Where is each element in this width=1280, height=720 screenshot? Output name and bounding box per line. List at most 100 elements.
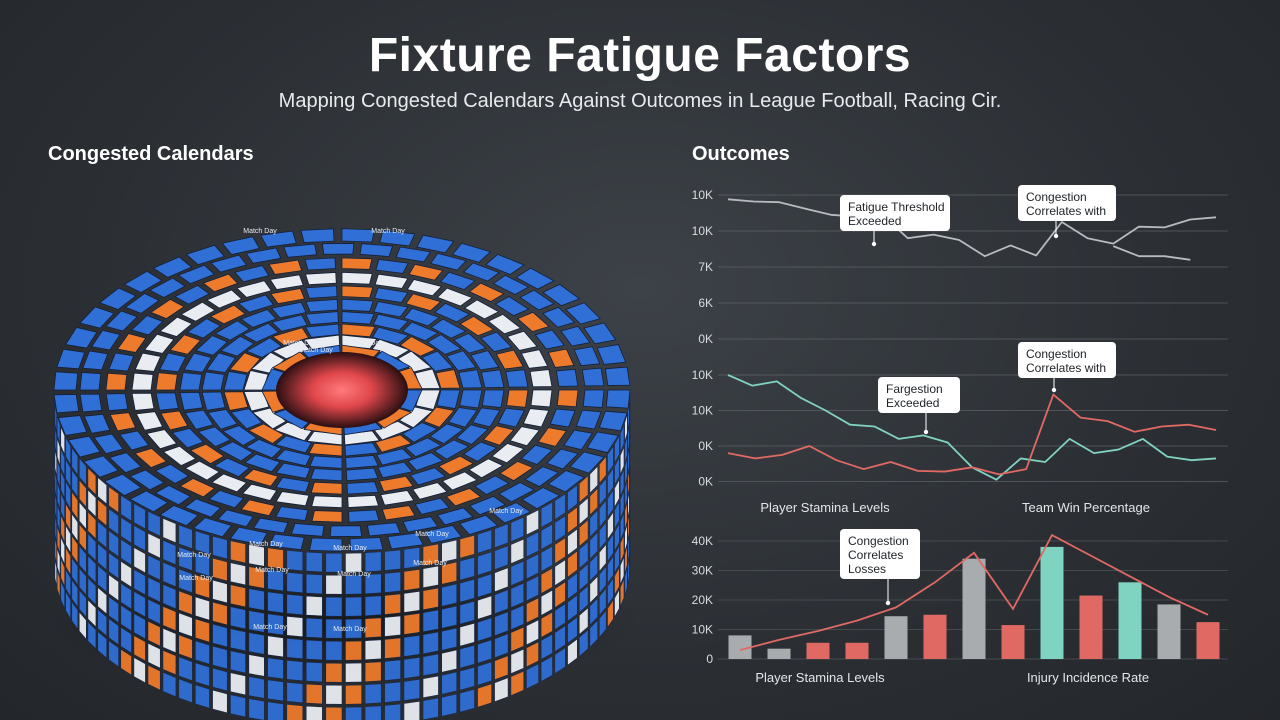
calendar-block-side (97, 542, 108, 571)
calendar-block (273, 421, 313, 442)
calendar-block-side (403, 612, 421, 635)
calendar-block-side (494, 545, 509, 571)
calendar-block-side (441, 627, 458, 651)
calendar-block (468, 282, 505, 302)
calendar-block-side (305, 639, 323, 661)
calendar-block-side (65, 568, 71, 599)
calendar-block-side (286, 637, 304, 660)
calendar-block-side (71, 446, 79, 477)
calendar-block (459, 315, 495, 337)
calendar-block (245, 337, 283, 358)
calendar-block (245, 247, 282, 264)
calendar-block (189, 443, 225, 465)
chart2-callout-2-text: Correlates with (1026, 361, 1106, 375)
calendar-block (480, 369, 505, 389)
calendar-block (521, 487, 561, 510)
calendar-block (269, 274, 304, 290)
calendar-block (509, 426, 541, 447)
calendar-block-side (627, 468, 630, 498)
calendar-block-side (78, 611, 87, 641)
calendar-block (308, 442, 343, 457)
calendar-block-side (614, 544, 620, 575)
calendar-block-side (589, 597, 599, 626)
calendar-block (441, 471, 478, 491)
calendar-block-side (147, 642, 161, 669)
calendar-block-side (526, 531, 539, 558)
calendar-block-side (422, 587, 439, 611)
calendar-block-side (230, 584, 246, 608)
calendar-block (377, 461, 414, 479)
calendar-block (560, 325, 591, 347)
calendar-block-side (60, 514, 65, 543)
calendar-block-side (619, 556, 625, 585)
calendar-block-side (60, 448, 65, 477)
calendar-block (401, 321, 439, 342)
chart3-bar (1079, 595, 1103, 659)
calendar-block-side (56, 525, 61, 554)
calendar-block (499, 460, 534, 482)
calendar-block (154, 485, 192, 506)
calendar-block (429, 423, 465, 445)
calendar-block-side (87, 621, 97, 650)
calendar-block (341, 271, 373, 285)
calendar-block (304, 323, 340, 338)
calendar-block-side (598, 499, 607, 529)
calendar-block-side (526, 575, 539, 602)
calendar-block (404, 437, 442, 458)
calendar-block-side (162, 649, 177, 676)
calendar-block-side (54, 470, 57, 500)
calendar-block (604, 366, 631, 386)
calendar-block (83, 413, 111, 434)
calendar-block (346, 481, 379, 495)
calendar-block (179, 391, 204, 411)
calendar-block (341, 285, 374, 299)
calendar-block-side (267, 613, 284, 636)
calendar-block (407, 452, 444, 471)
calendar-block (366, 522, 401, 537)
calendar-block (378, 475, 414, 492)
calendar-block-side (578, 475, 589, 504)
chart3-tick-label: 40K (692, 534, 713, 548)
calendar-block-side (567, 638, 578, 666)
calendar-block-side (71, 578, 79, 609)
calendar-block-side (325, 596, 343, 617)
calendar-block-side (384, 571, 401, 593)
calendar-block-side (133, 590, 146, 618)
calendar-block-side (567, 572, 578, 600)
calendar-block-side (60, 580, 65, 609)
calendar-block-side (60, 558, 65, 587)
calendar-block-side (56, 503, 61, 532)
calendar-block-side (589, 509, 599, 538)
calendar-block-side (614, 434, 620, 465)
calendar-block-side (607, 555, 614, 585)
calendar-block-side (477, 551, 492, 576)
calendar-block-side (305, 573, 323, 595)
calendar-block-side (624, 501, 628, 531)
calendar-block-side (540, 523, 553, 551)
calendar-block-side (267, 679, 284, 702)
calendar-block (159, 316, 193, 337)
calendar-block (524, 466, 560, 487)
calendar-block-side (627, 446, 630, 476)
chart3-tick-label: 10K (692, 623, 713, 637)
calendar-block-side (286, 571, 304, 594)
calendar-block (405, 293, 442, 312)
calendar-block-side (267, 701, 284, 720)
calendar-block-side (345, 684, 362, 705)
calendar-block-side (627, 424, 630, 454)
calendar-block-side (97, 630, 108, 659)
calendar-block (520, 349, 549, 369)
calendar-block-side (540, 589, 553, 617)
calendar-block (124, 293, 160, 314)
chart3-callout-1-leader-dot (885, 600, 891, 606)
calendar-block (341, 323, 376, 338)
calendar-block-side (120, 604, 132, 632)
calendar-block (221, 236, 261, 255)
calendar-block-side (133, 656, 146, 684)
calendar-block-side (78, 545, 87, 575)
calendar-block-side (459, 666, 475, 691)
calendar-block-side (305, 661, 323, 683)
calendar-block-side (441, 605, 458, 629)
calendar-block-side (53, 503, 55, 533)
chart1-callout-2-text: Congestion (1026, 190, 1087, 204)
